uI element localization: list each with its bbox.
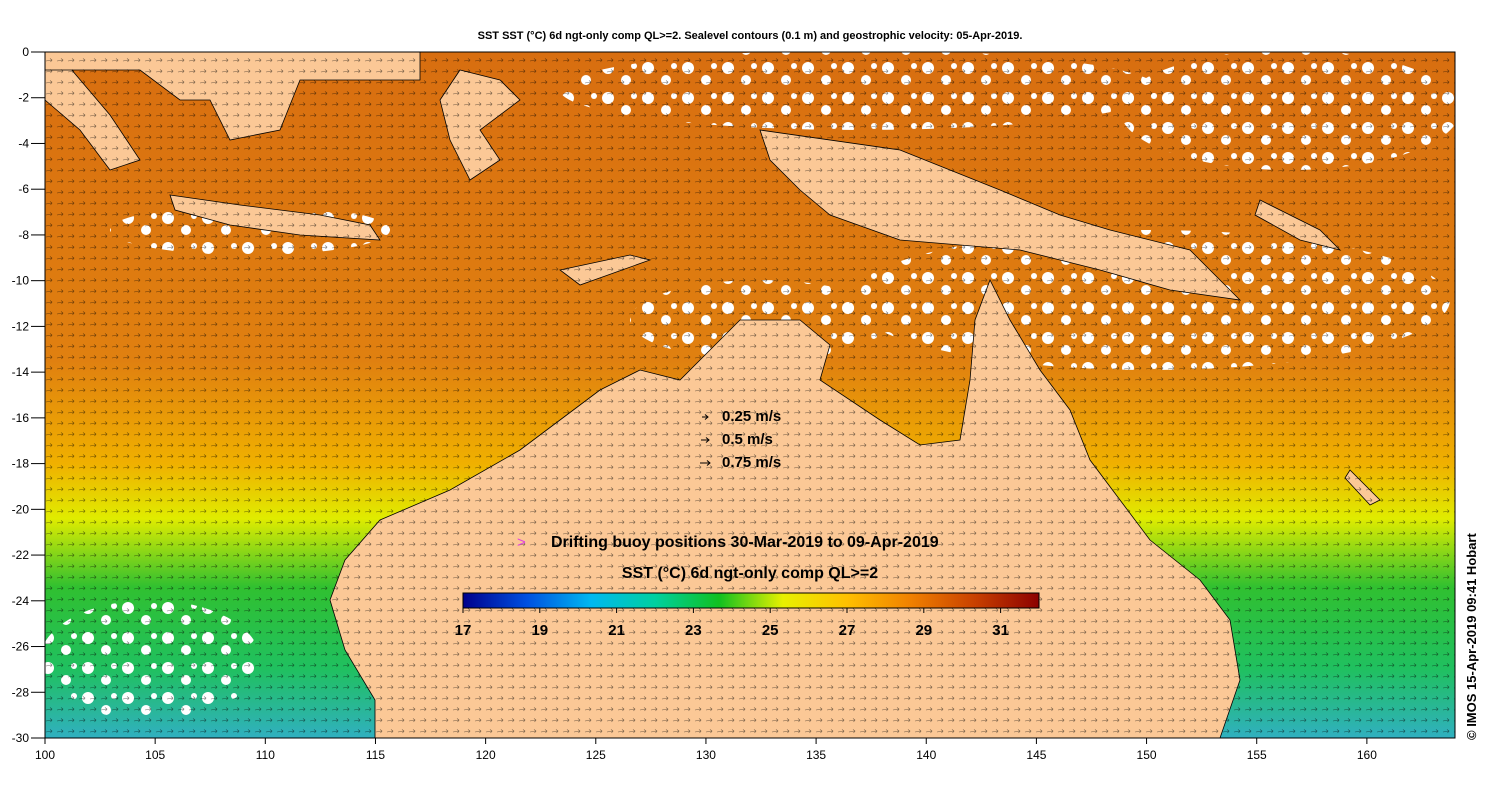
colorbar: SST (°C) 6d ngt-only comp QL>=2 17 19 21 23… <box>455 565 1040 639</box>
x-tick-label: 150 <box>1137 748 1157 762</box>
x-tick-label: 160 <box>1357 748 1377 762</box>
y-tick-label: 0 <box>22 45 29 59</box>
y-tick-label: -2 <box>18 91 29 105</box>
buoy-legend-label: Drifting buoy positions 30-Mar-2019 to 0… <box>551 534 939 551</box>
buoy-legend: > Drifting buoy positions 30-Mar-2019 to… <box>517 534 939 551</box>
x-tick-label: 100 <box>35 748 55 762</box>
y-tick-label: -4 <box>18 136 29 150</box>
y-tick-label: -12 <box>12 319 30 333</box>
x-axis: 100 105 110 115 120 125 130 135 140 145 150 155 160 <box>35 738 1377 762</box>
y-tick-label: -6 <box>18 182 29 196</box>
y-axis: 0 -2 -4 -6 -8 -10 -12 -14 -16 -18 -20 -22 -24 -26 -28 -… <box>12 45 45 745</box>
x-tick-label: 135 <box>806 748 826 762</box>
x-tick-label: 145 <box>1026 748 1046 762</box>
velocity-legend: 0.25 m/s 0.5 m/s 0.75 m/s <box>700 408 781 471</box>
y-tick-label: -16 <box>12 411 30 425</box>
y-tick-label: -14 <box>12 365 30 379</box>
velocity-legend-label: 0.75 m/s <box>722 454 781 471</box>
y-tick-label: -28 <box>12 685 30 699</box>
x-tick-label: 125 <box>586 748 606 762</box>
y-tick-label: -8 <box>18 228 29 242</box>
y-tick-label: -26 <box>12 640 30 654</box>
velocity-arrow-icon <box>701 437 710 443</box>
x-tick-label: 130 <box>696 748 716 762</box>
x-tick-label: 105 <box>145 748 165 762</box>
x-tick-label: 115 <box>366 748 385 762</box>
colorbar-tick-label: 19 <box>531 622 548 639</box>
velocity-legend-label: 0.25 m/s <box>722 408 781 425</box>
geostrophic-velocity-field <box>45 52 1455 738</box>
colorbar-ticks: 17 19 21 23 25 27 29 31 <box>455 608 1009 639</box>
colorbar-tick-label: 17 <box>455 622 472 639</box>
colorbar-tick-label: 23 <box>685 622 702 639</box>
y-tick-label: -10 <box>12 274 30 288</box>
y-tick-label: -30 <box>12 731 30 745</box>
colorbar-bar <box>462 592 1040 609</box>
colorbar-tick-label: 29 <box>915 622 932 639</box>
x-tick-label: 155 <box>1247 748 1267 762</box>
x-tick-label: 120 <box>476 748 496 762</box>
velocity-arrow-icon <box>702 414 709 420</box>
colorbar-title: SST (°C) 6d ngt-only comp QL>=2 <box>622 565 878 582</box>
map-title: SST SST (°C) 6d ngt-only comp QL>=2. Sea… <box>477 30 1023 42</box>
y-tick-label: -22 <box>12 548 30 562</box>
y-tick-label: -18 <box>12 457 30 471</box>
colorbar-tick-label: 25 <box>762 622 779 639</box>
colorbar-tick-label: 31 <box>992 622 1009 639</box>
copyright-credit: © IMOS 15-Apr-2019 09:41 Hobart <box>1464 533 1479 740</box>
buoy-symbol-icon: > <box>517 534 526 551</box>
colorbar-tick-label: 27 <box>839 622 856 639</box>
colorbar-tick-label: 21 <box>608 622 625 639</box>
y-tick-label: -24 <box>12 594 30 608</box>
map-frame <box>44 51 1456 739</box>
velocity-arrow-icon <box>700 460 711 466</box>
x-tick-label: 140 <box>916 748 936 762</box>
velocity-legend-label: 0.5 m/s <box>722 431 773 448</box>
y-tick-label: -20 <box>12 502 30 516</box>
x-tick-label: 110 <box>256 748 275 762</box>
